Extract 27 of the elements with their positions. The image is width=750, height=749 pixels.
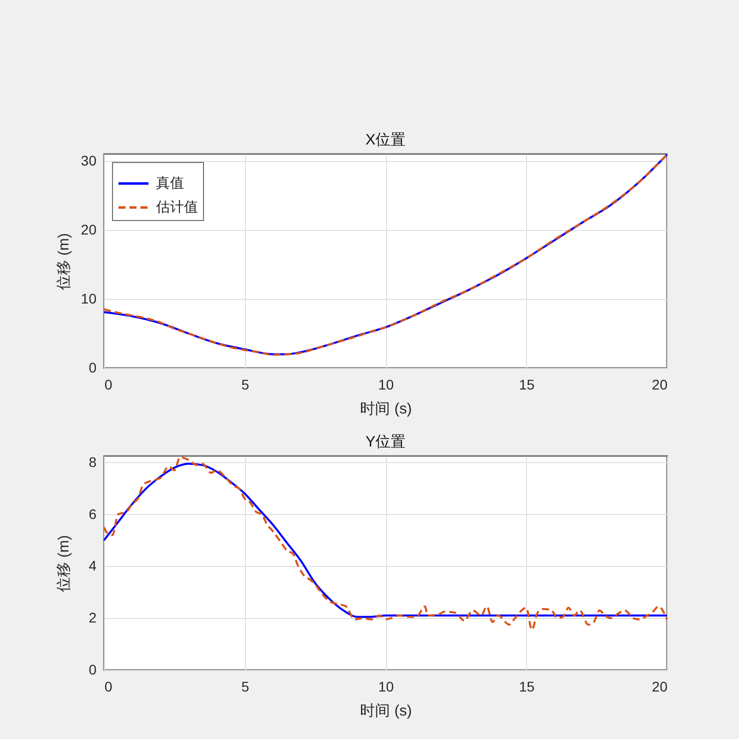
x-tick-label: 20 bbox=[652, 376, 668, 392]
x-tick-label: 0 bbox=[104, 678, 112, 694]
y-tick-label: 8 bbox=[88, 454, 97, 470]
chart-title: X位置 bbox=[365, 132, 406, 149]
x-tick-label: 10 bbox=[378, 376, 394, 392]
y-axis-title: 位移 (m) bbox=[56, 233, 72, 290]
y-tick-label: 30 bbox=[80, 152, 97, 168]
x-tick-label: 5 bbox=[241, 678, 250, 694]
x-tick-label: 20 bbox=[652, 678, 668, 694]
y-tick-label: 2 bbox=[88, 610, 97, 626]
y-tick-label: 20 bbox=[80, 221, 97, 238]
y-tick-label: 0 bbox=[88, 662, 97, 678]
x-axis-title: 时间 (s) bbox=[360, 702, 412, 720]
legend-label: 真值 bbox=[156, 176, 184, 192]
y-axis-title: 位移 (m) bbox=[56, 535, 72, 592]
y-tick-label: 6 bbox=[88, 506, 97, 522]
x-axis-title: 时间 (s) bbox=[360, 400, 412, 418]
x-tick-label: 10 bbox=[378, 678, 394, 694]
x-tick-label: 5 bbox=[241, 376, 250, 392]
y-tick-label: 4 bbox=[88, 558, 97, 574]
x-tick-label: 15 bbox=[518, 376, 535, 392]
y-tick-label: 10 bbox=[80, 290, 97, 306]
chart-title: Y位置 bbox=[365, 433, 406, 450]
x-tick-label: 15 bbox=[518, 678, 535, 694]
legend-label: 估计值 bbox=[155, 200, 198, 216]
x-tick-label: 0 bbox=[104, 376, 112, 392]
y-tick-label: 0 bbox=[88, 360, 97, 376]
